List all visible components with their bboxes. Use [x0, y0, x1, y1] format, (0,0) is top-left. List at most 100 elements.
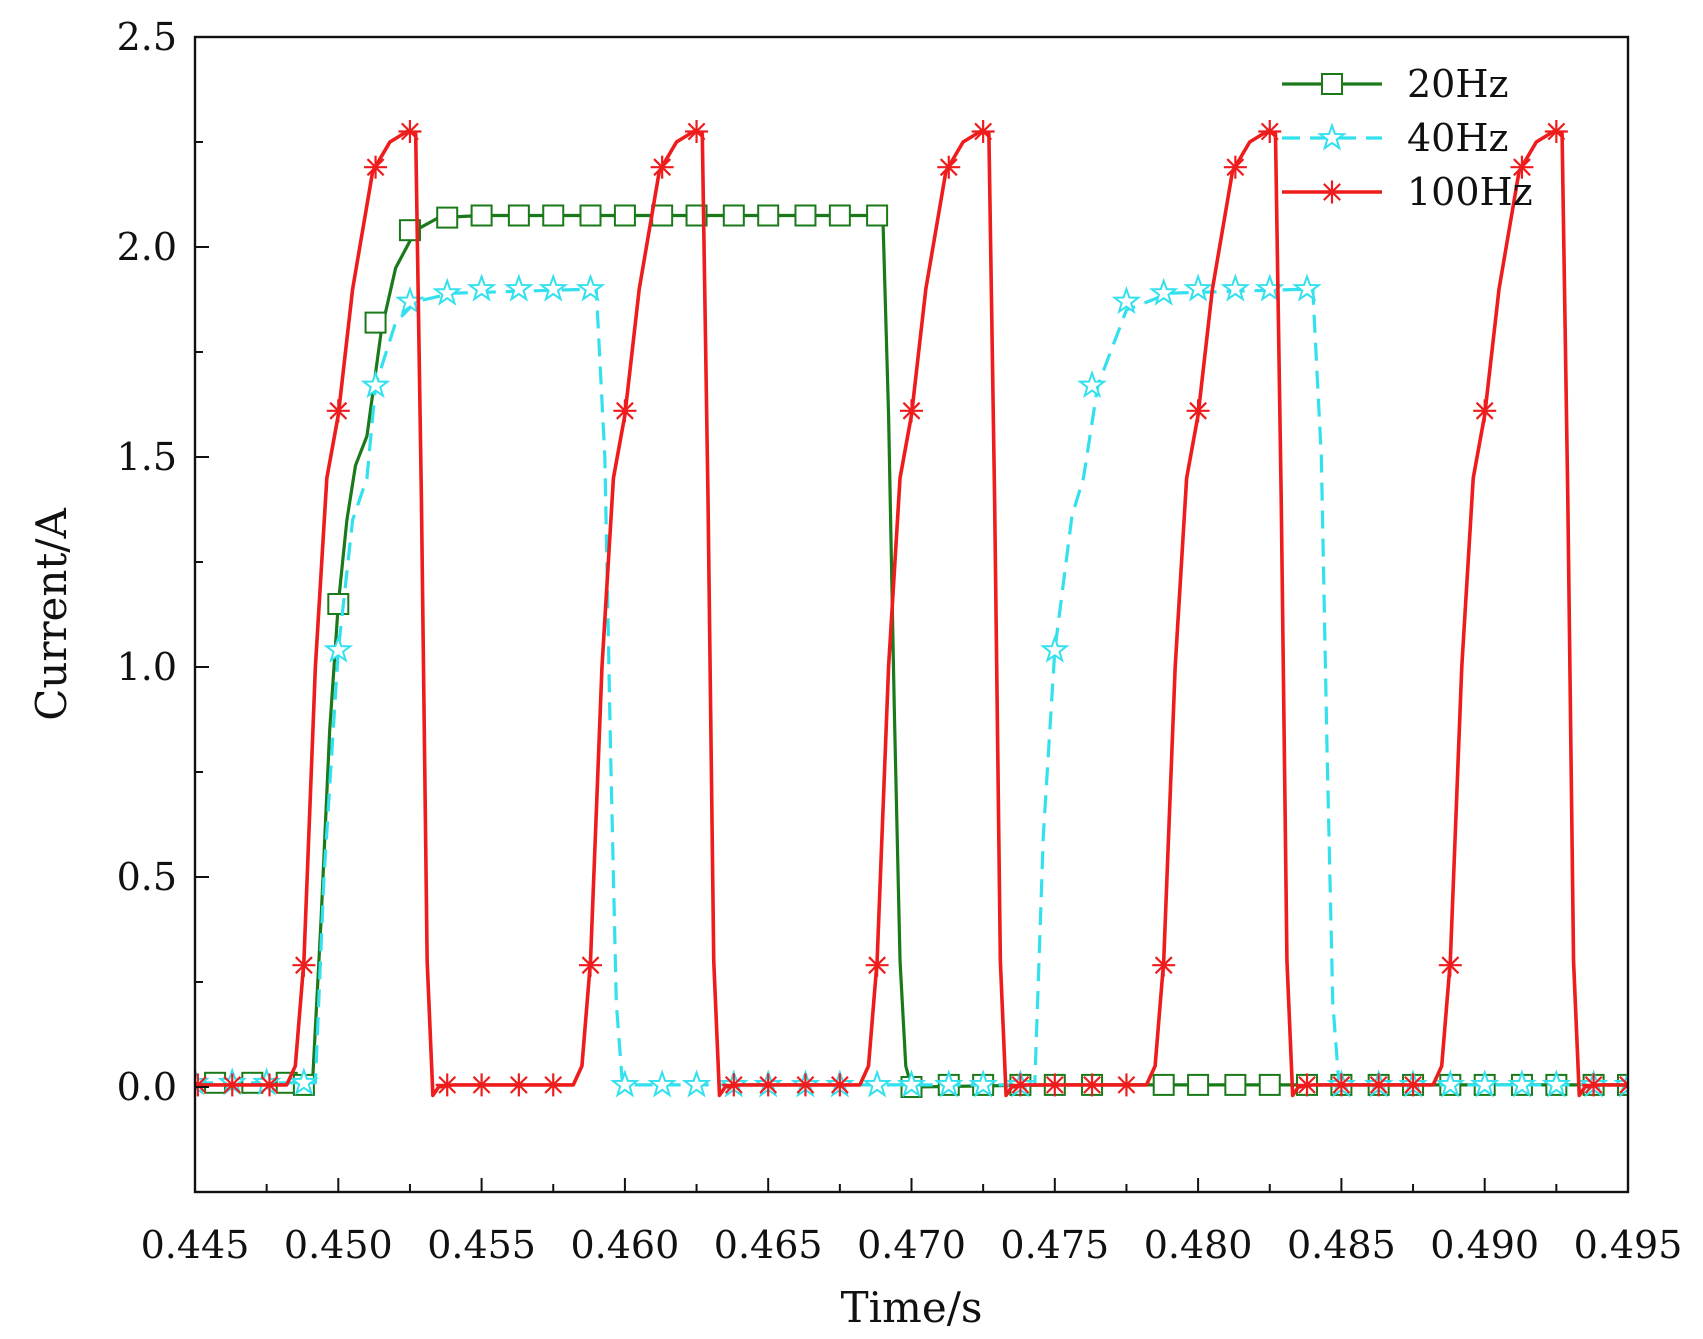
- data-point-100hz: [1295, 1073, 1319, 1097]
- data-point-40hz: [862, 1069, 892, 1098]
- plot-area: [195, 120, 1628, 1098]
- data-point-100hz: [900, 399, 923, 423]
- data-point-20hz: [470, 204, 493, 227]
- data-point-100hz: [1008, 1073, 1032, 1097]
- data-point-100hz: [292, 953, 316, 977]
- legend-label-100hz: 100Hz: [1407, 170, 1533, 214]
- data-point-40hz: [1111, 286, 1142, 315]
- data-point-100hz: [1152, 953, 1176, 977]
- legend-label-40hz: 40Hz: [1407, 116, 1509, 160]
- data-point-40hz: [1040, 634, 1070, 663]
- legend-marker-40hz: [1317, 122, 1347, 151]
- data-point-100hz: [1114, 1073, 1138, 1097]
- data-point-40hz: [610, 1069, 640, 1098]
- data-point-20hz: [828, 204, 851, 227]
- data-point-40hz: [1183, 273, 1213, 302]
- data-point-40hz: [1077, 370, 1107, 399]
- data-point-100hz: [865, 953, 889, 977]
- data-point-100hz: [1367, 1073, 1391, 1097]
- y-tick-label: 1.0: [117, 645, 177, 689]
- data-point-20hz: [579, 204, 602, 227]
- y-tick-label: 2.5: [117, 15, 177, 59]
- data-point-100hz: [828, 1073, 852, 1097]
- data-point-100hz: [1401, 1073, 1425, 1097]
- data-point-40hz: [681, 1069, 712, 1098]
- data-point-40hz: [466, 273, 497, 302]
- data-point-20hz: [398, 219, 421, 242]
- data-point-100hz: [195, 1073, 210, 1097]
- x-tick-label: 0.470: [857, 1223, 966, 1267]
- data-point-20hz: [794, 204, 817, 227]
- x-tick-label: 0.445: [141, 1223, 250, 1267]
- y-tick-label: 0.5: [117, 855, 177, 899]
- data-point-40hz: [1148, 277, 1179, 306]
- axis-ticks: 0.445 0.450 0.455 0.460 0.465 0.470 0.475 0.480…: [117, 15, 1683, 1267]
- data-point-20hz: [722, 204, 745, 227]
- data-point-20hz: [1224, 1073, 1247, 1096]
- data-point-100hz: [1258, 120, 1282, 143]
- legend-marker-20hz: [1321, 73, 1343, 95]
- data-point-100hz: [1544, 120, 1568, 143]
- data-point-40hz: [1292, 273, 1322, 302]
- y-tick-label: 0.0: [117, 1065, 177, 1109]
- x-tick-label: 0.490: [1430, 1223, 1539, 1267]
- data-point-40hz: [432, 277, 462, 306]
- data-point-20hz: [757, 204, 780, 227]
- data-point-40hz: [504, 273, 534, 302]
- x-tick-label: 0.455: [427, 1223, 536, 1267]
- data-point-100hz: [937, 155, 961, 179]
- x-tick-label: 0.495: [1574, 1223, 1683, 1267]
- data-point-100hz: [258, 1073, 282, 1097]
- data-point-20hz: [327, 593, 350, 615]
- data-point-20hz: [436, 206, 459, 229]
- data-point-40hz: [1507, 1069, 1537, 1098]
- data-point-100hz: [220, 1073, 244, 1097]
- data-point-100hz: [650, 155, 674, 179]
- data-point-100hz: [1329, 1073, 1353, 1097]
- x-tick-label: 0.485: [1287, 1223, 1396, 1267]
- y-axis-label: Current/A: [27, 508, 76, 721]
- data-point-100hz: [470, 1073, 494, 1097]
- series-line-100hz: [195, 129, 1628, 1098]
- data-point-40hz: [289, 1067, 319, 1096]
- data-point-100hz: [1186, 399, 1210, 423]
- data-point-40hz: [1541, 1069, 1572, 1098]
- data-point-100hz: [793, 1073, 817, 1097]
- x-tick-label: 0.460: [571, 1223, 680, 1267]
- data-point-100hz: [364, 155, 388, 179]
- legend-marker-100hz: [1320, 180, 1344, 204]
- data-point-20hz: [542, 204, 565, 227]
- data-point-100hz: [1616, 1073, 1628, 1097]
- data-point-20hz: [507, 204, 530, 227]
- data-point-20hz: [1187, 1073, 1210, 1096]
- y-tick-label: 2.0: [117, 225, 177, 269]
- data-point-100hz: [1473, 399, 1497, 423]
- data-point-100hz: [722, 1073, 746, 1097]
- data-point-100hz: [579, 953, 603, 977]
- data-point-40hz: [575, 273, 606, 302]
- data-point-100hz: [971, 120, 995, 143]
- data-point-20hz: [613, 204, 636, 227]
- data-point-40hz: [1469, 1069, 1500, 1098]
- data-point-40hz: [538, 273, 569, 302]
- data-point-100hz: [435, 1073, 459, 1097]
- data-point-20hz: [685, 204, 708, 227]
- data-point-20hz: [1258, 1073, 1281, 1096]
- data-point-40hz: [896, 1069, 927, 1098]
- x-tick-label: 0.475: [1000, 1223, 1109, 1267]
- data-point-100hz: [1582, 1073, 1606, 1097]
- data-point-20hz: [1152, 1073, 1175, 1096]
- legend-label-20hz: 20Hz: [1407, 62, 1509, 106]
- data-point-100hz: [398, 120, 422, 143]
- data-point-100hz: [1080, 1073, 1104, 1097]
- legend: 20Hz 40Hz 100Hz: [1282, 62, 1533, 214]
- data-point-100hz: [613, 399, 637, 423]
- data-point-40hz: [647, 1069, 677, 1098]
- x-axis-label: Time/s: [841, 1283, 983, 1332]
- data-point-100hz: [507, 1073, 531, 1097]
- data-point-40hz: [360, 370, 391, 399]
- data-point-20hz: [364, 311, 387, 334]
- data-point-40hz: [1435, 1069, 1466, 1098]
- data-point-100hz: [326, 399, 350, 423]
- data-point-40hz: [968, 1069, 998, 1098]
